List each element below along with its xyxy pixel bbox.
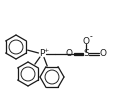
Text: O: O <box>66 49 73 59</box>
Text: -: - <box>89 32 92 42</box>
Text: O: O <box>99 49 106 59</box>
Text: P: P <box>39 49 45 59</box>
Text: S: S <box>83 49 89 59</box>
Text: +: + <box>44 48 49 53</box>
Text: O: O <box>83 37 89 45</box>
